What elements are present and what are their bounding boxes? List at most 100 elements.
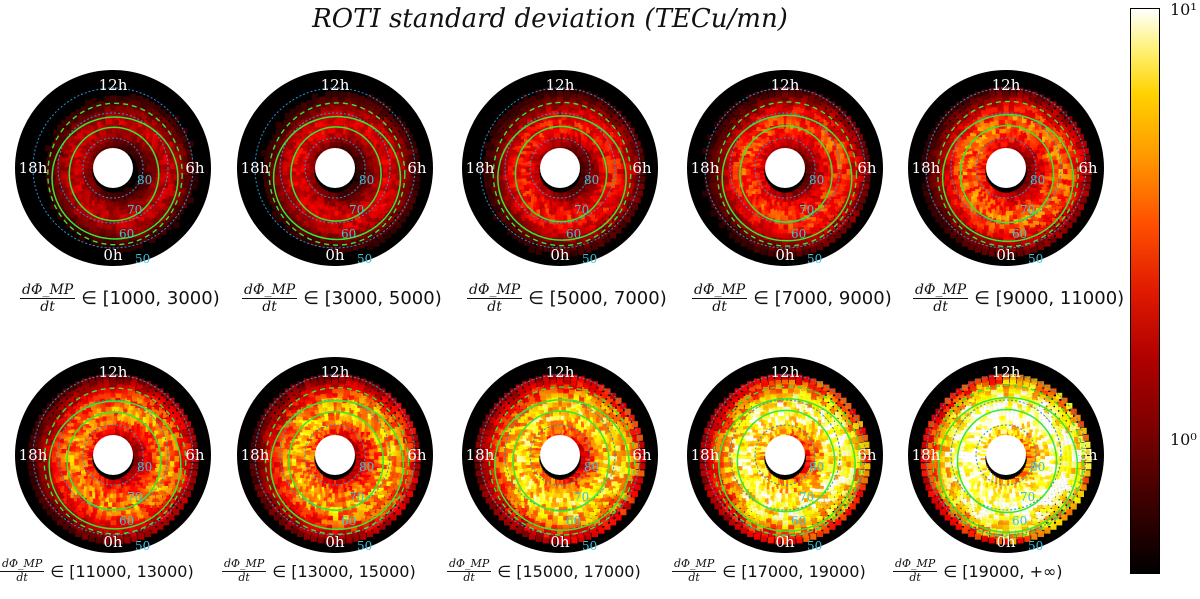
heat-cell <box>936 151 943 158</box>
heat-cell <box>164 194 171 201</box>
heat-cell <box>149 208 156 215</box>
heat-cell <box>136 242 143 249</box>
heat-cell <box>395 222 402 229</box>
heat-cell <box>287 194 295 201</box>
heat-cell <box>160 173 168 180</box>
heat-cell <box>310 122 317 129</box>
heat-cell <box>604 151 612 158</box>
heat-cell <box>928 134 935 141</box>
heat-cell <box>290 119 297 126</box>
heat-cell <box>1066 157 1073 164</box>
heat-cell <box>726 173 733 181</box>
heat-cell <box>729 124 736 131</box>
heat-cell <box>930 156 937 163</box>
heat-cell <box>71 214 78 222</box>
heat-cell <box>947 136 954 143</box>
mlt-label-left: 18h <box>19 159 48 177</box>
heat-cell <box>929 169 936 176</box>
heat-cell <box>613 216 620 223</box>
heat-cell <box>145 413 152 420</box>
heat-cell <box>350 221 358 228</box>
panel-caption-5: dΦ_MP dt ∈ [9000, 11000) <box>913 282 1124 315</box>
heat-cell <box>962 145 969 152</box>
heat-cell <box>1085 161 1092 169</box>
heat-cell <box>1047 194 1054 201</box>
heat-cell <box>782 251 789 258</box>
heat-cell <box>155 417 163 424</box>
heat-cell <box>383 169 390 176</box>
heat-cell <box>65 116 72 123</box>
heat-cell <box>721 126 728 134</box>
heat-cell <box>571 222 578 229</box>
heat-cell <box>762 239 770 247</box>
heat-cell <box>373 161 380 168</box>
heat-cell <box>153 153 160 160</box>
heat-cell <box>285 169 292 176</box>
heat-cell <box>373 165 381 172</box>
heat-cell <box>617 191 624 198</box>
heat-cell <box>953 127 960 134</box>
heat-cell <box>391 219 398 226</box>
heat-cell <box>989 92 996 99</box>
heat-cell <box>1047 181 1055 188</box>
heat-cell <box>1015 241 1022 248</box>
heat-cell <box>971 123 978 130</box>
heat-cell <box>824 169 831 176</box>
heat-cell <box>1056 154 1063 161</box>
heat-cell <box>1034 102 1041 109</box>
heat-cell <box>382 228 389 235</box>
heat-cell <box>295 132 303 140</box>
heat-cell <box>493 132 500 139</box>
heat-cell <box>384 132 392 139</box>
heat-cell <box>798 231 805 238</box>
oval-boundary-outer <box>721 114 853 242</box>
heat-cell <box>1053 145 1060 152</box>
heat-cell <box>377 200 384 208</box>
heat-cell <box>731 177 738 185</box>
heat-cell <box>276 136 283 143</box>
heat-cell <box>305 207 312 214</box>
heat-cell <box>291 179 298 187</box>
heat-cell <box>1052 134 1059 141</box>
heat-cell <box>101 123 109 130</box>
heat-cell <box>786 224 794 231</box>
heat-cell <box>1048 207 1056 214</box>
heat-cell <box>1082 190 1089 197</box>
heat-cell <box>345 119 352 126</box>
heat-cell <box>573 231 580 238</box>
heat-cell <box>275 121 282 128</box>
heat-cell <box>492 163 499 170</box>
heat-cell <box>1067 145 1075 152</box>
heat-cell <box>345 92 352 99</box>
heat-cell <box>1038 126 1045 133</box>
heat-cell <box>772 114 779 121</box>
heat-cell <box>319 96 326 103</box>
heat-cell <box>535 89 542 96</box>
heat-cell <box>268 180 275 187</box>
heat-cell <box>1035 224 1042 232</box>
heat-cell <box>997 109 1004 116</box>
heat-cell <box>123 379 130 386</box>
heat-cell <box>761 93 769 100</box>
heat-cell <box>740 169 747 176</box>
heat-cell <box>928 203 935 211</box>
heat-cell <box>776 228 783 235</box>
heat-cell <box>613 129 620 136</box>
heat-cell <box>621 145 629 152</box>
heat-cell <box>823 198 830 205</box>
heat-cell <box>295 116 302 123</box>
heat-cell <box>722 158 730 165</box>
heat-cell <box>1018 226 1025 234</box>
heat-cell <box>538 221 545 228</box>
heat-cell <box>606 134 613 141</box>
heat-cell <box>930 181 937 188</box>
heat-cell <box>617 211 624 218</box>
latitude-circle-2 <box>279 112 391 224</box>
heat-cell <box>770 232 777 239</box>
heat-cell <box>119 205 126 212</box>
heat-cell <box>1037 109 1044 116</box>
heat-cell <box>754 217 761 224</box>
heat-cell <box>1076 162 1083 169</box>
heat-cell <box>368 105 375 112</box>
heat-cell <box>290 165 297 172</box>
